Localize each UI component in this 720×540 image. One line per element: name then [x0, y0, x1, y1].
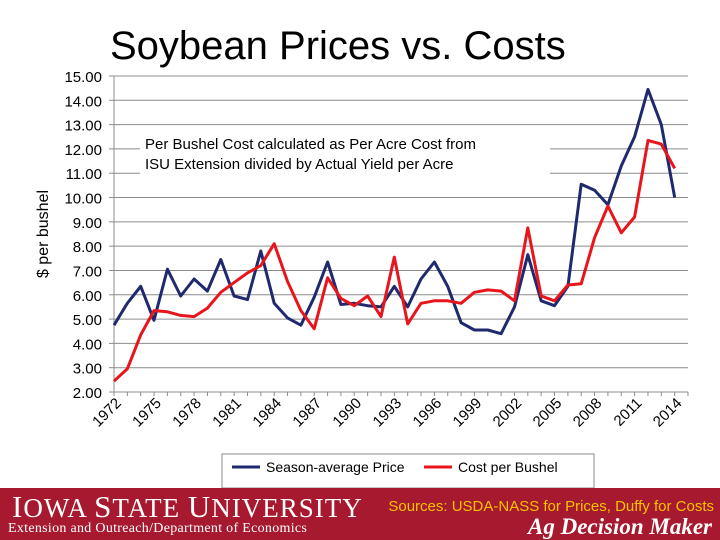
annotation-line: Per Bushel Cost calculated as Per Acre C…	[145, 136, 476, 153]
y-tick-label: 7.00	[73, 263, 102, 280]
footer-banner: IOWA STATE UNIVERSITY Extension and Outr…	[0, 488, 720, 540]
x-tick-label: 2011	[611, 395, 646, 430]
x-tick-label: 1975	[129, 395, 165, 431]
x-tick-label: 2014	[650, 395, 686, 431]
x-tick-label: 2005	[530, 395, 566, 431]
y-tick-label: 3.00	[73, 361, 102, 378]
y-tick-label: 10.00	[64, 191, 102, 208]
gridlines	[114, 75, 688, 393]
program-logo: Ag Decision Maker	[528, 514, 712, 539]
annotation-background	[140, 130, 550, 178]
university-wordmark: IOWA STATE UNIVERSITY	[12, 489, 363, 524]
y-tick-label: 2.00	[73, 385, 102, 402]
series-line-cost-per-bushel	[112, 138, 677, 383]
y-tick-label: 12.00	[64, 142, 102, 159]
legend: Season-average Price Cost per Bushel	[221, 453, 595, 488]
y-tick-label: 8.00	[73, 239, 102, 256]
y-tick-label: 13.00	[64, 118, 102, 135]
y-tick-label: 14.00	[64, 93, 102, 110]
legend-label: Cost per Bushel	[458, 459, 558, 475]
annotation: Per Bushel Cost calculated as Per Acre C…	[145, 136, 476, 173]
y-tick-labels: 2.00 3.00 4.00 5.00 6.00 7.00 8.00 9.00 10.00 11.…	[64, 69, 102, 402]
page-title: Soybean Prices vs. Costs	[110, 24, 566, 68]
y-axis-label-text: $ per bushel	[35, 190, 52, 278]
department-label: Extension and Outreach/Department of Eco…	[8, 521, 308, 536]
sources-note: Sources: USDA-NASS for Prices, Duffy for…	[388, 498, 714, 515]
x-tick-label: 1999	[450, 395, 486, 431]
series-lines	[112, 87, 677, 383]
x-tick-label: 2002	[490, 395, 526, 431]
y-tick-label: 9.00	[73, 215, 102, 232]
x-tick-label: 1993	[370, 395, 406, 431]
y-tick-label: 4.00	[73, 336, 102, 353]
x-tick-label: 1978	[169, 395, 205, 431]
axes	[109, 75, 689, 396]
y-tick-label: 11.00	[66, 166, 102, 183]
legend-label: Season-average Price	[266, 459, 405, 475]
y-tick-label: 5.00	[73, 312, 102, 329]
x-tick-label: 1987	[289, 395, 325, 431]
annotation-line: ISU Extension divided by Actual Yield pe…	[145, 156, 454, 173]
legend-box	[221, 453, 595, 488]
x-tick-label: 1984	[249, 395, 285, 431]
series-line-season-average-price	[112, 87, 677, 336]
y-axis-label: $ per bushel	[35, 190, 52, 278]
x-tick-label: 1996	[410, 395, 446, 431]
price-cost-chart: 2.00 3.00 4.00 5.00 6.00 7.00 8.00 9.00 10.00 11.…	[35, 69, 689, 488]
x-tick-labels: 1972 1975 1978 1981 1984 1987 1990 1993 1996 1999…	[89, 395, 685, 431]
x-tick-label: 1990	[329, 395, 365, 431]
y-tick-label: 15.00	[64, 69, 102, 86]
x-tick-label: 1981	[209, 395, 245, 431]
annotation-box	[140, 130, 550, 178]
x-tick-label: 2008	[570, 395, 606, 431]
y-tick-label: 6.00	[73, 288, 102, 305]
